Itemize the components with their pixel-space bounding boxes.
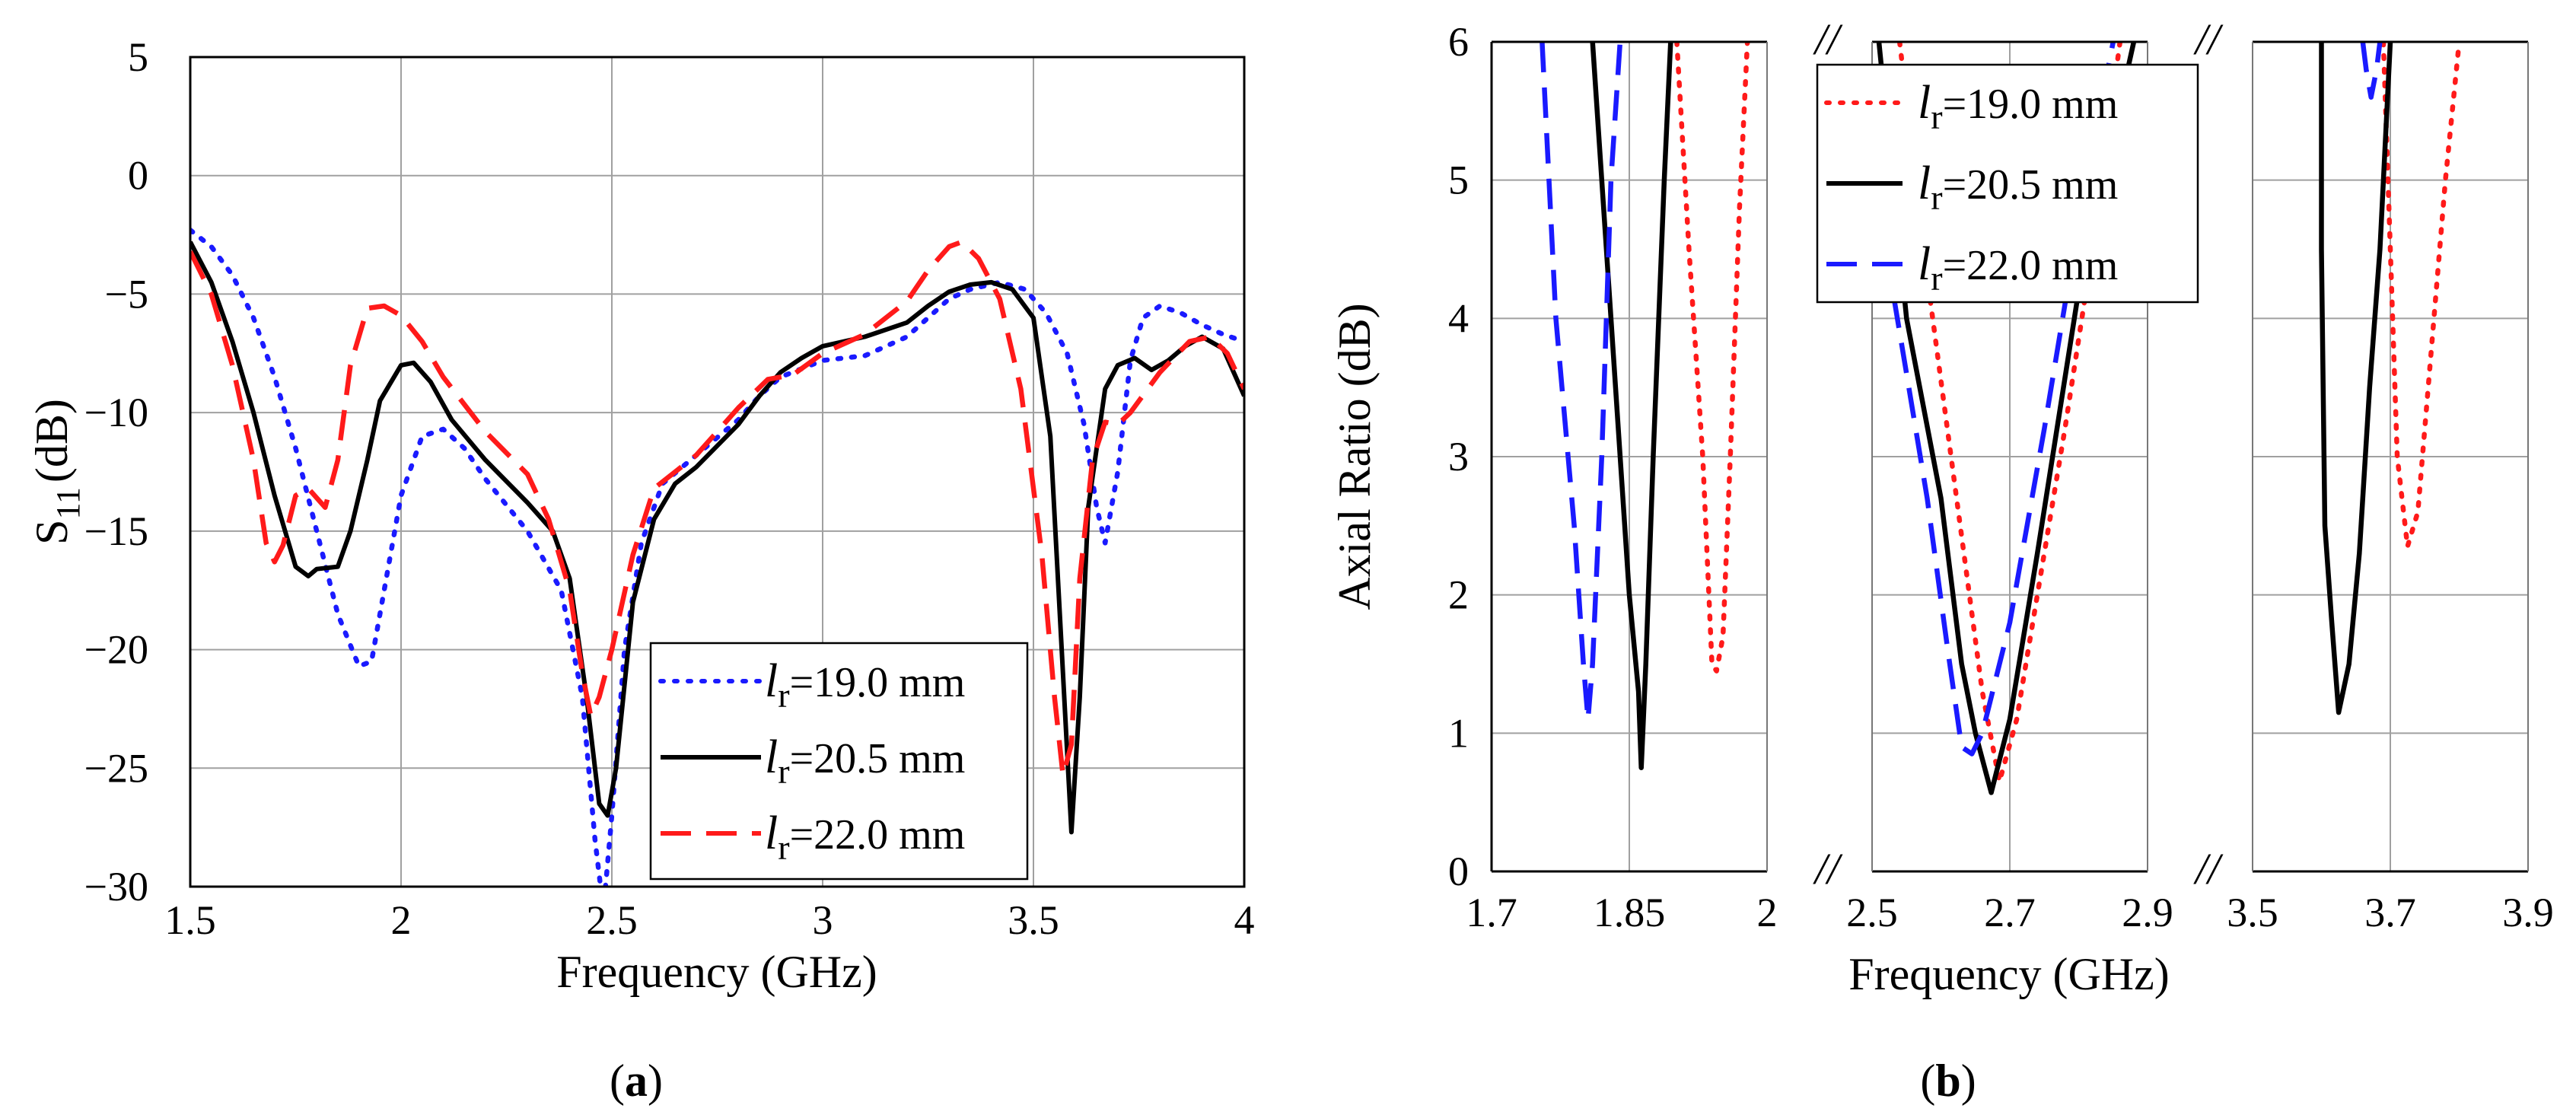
panel-b-series-lr-19-0-mm	[1674, 42, 1750, 674]
panel-b-legend-label: lr=20.5 mm	[1918, 158, 2118, 217]
panel-a-x-tick-label: 4	[1234, 897, 1255, 943]
panel-b-y-tick-labels: 0 1 2 3 4 5 6	[1448, 19, 1469, 894]
panel-a-legend: lr=19.0 mm lr=20.5 mm lr=22.0 mm	[649, 642, 1029, 881]
panel-b-series-lr-22-0-mm	[2360, 42, 2383, 100]
panel-b-x-tick-label: 1.7	[1466, 890, 1517, 935]
panel-a-series-lr-22-0-mm	[190, 239, 1244, 778]
panel-b-x-axis-label: Frequency (GHz)	[1848, 949, 2170, 999]
panel-a-y-tick-label: −15	[84, 508, 148, 554]
panel-b-caption-letter: b	[1935, 1056, 1960, 1106]
panel-a-y-tick-label: −20	[84, 627, 148, 673]
panel-b-legend-label: lr=19.0 mm	[1918, 77, 2118, 136]
panel-b-x-tick-label: 2	[1757, 890, 1778, 935]
panel-b-axis-break-mark: //	[2193, 844, 2224, 893]
panel-a-y-tick-label: −5	[105, 271, 148, 317]
panel-b-series	[1540, 42, 2462, 795]
panel-a-plot-frame	[189, 56, 1246, 888]
panel-a-x-tick-label: 2	[391, 897, 412, 943]
panel-b-caption-close: )	[1961, 1056, 1976, 1106]
panel-b-plot-frames	[1490, 40, 2529, 873]
panel-a-y-tick-labels: 5 0 −5 −10 −15 −20 −25 −30	[84, 34, 148, 909]
panel-b-segment-3-series	[2319, 42, 2462, 715]
panel-b-axis-break-mark: //	[1813, 14, 1843, 64]
panel-b-x-tick-labels: 1.7 1.85 2 2.5 2.7 2.9 3.5 3.7 3.9	[1466, 890, 2554, 935]
panel-b-x-tick-label: 2.5	[1846, 890, 1898, 935]
panel-a-ylabel-main: S	[27, 519, 77, 544]
panel-b-segment-1-series	[1540, 42, 1750, 771]
panel-b-y-tick-label: 4	[1448, 295, 1469, 341]
panel-b-series-lr-19-0-mm	[2380, 42, 2462, 549]
panel-a-y-axis-label: S11 (dB)	[27, 399, 87, 545]
panel-b-y-tick-label: 2	[1448, 572, 1469, 618]
panel-a-series	[190, 228, 1244, 887]
panel-a-y-tick-label: −25	[84, 745, 148, 791]
panel-a-x-axis-label: Frequency (GHz)	[556, 947, 877, 997]
panel-a-caption-letter: a	[625, 1056, 648, 1106]
panel-b-x-tick-label: 3.7	[2364, 890, 2416, 935]
panel-b-y-tick-label: 5	[1448, 158, 1469, 203]
panel-a-legend-label: lr=19.0 mm	[765, 655, 965, 715]
panel-b-y-tick-label: 3	[1448, 434, 1469, 479]
panel-b-series-lr-19-0-mm	[1896, 42, 2123, 785]
panel-a-caption-close: )	[648, 1056, 663, 1106]
panel-a-x-tick-label: 2.5	[586, 897, 638, 943]
panel-a-y-tick-label: 0	[128, 153, 148, 199]
panel-a-series-lr-20-5-mm	[190, 240, 1244, 835]
panel-b-series-lr-20-5-mm	[2319, 42, 2393, 715]
panel-a-caption-open: (	[610, 1056, 625, 1106]
panel-b-segment-2-series	[1876, 42, 2137, 795]
panel-b-x-tick-label: 1.85	[1594, 890, 1666, 935]
panel-a-x-tick-label: 3	[813, 897, 833, 943]
panel-a-x-tick-labels: 1.5 2 2.5 3 3.5 4	[164, 897, 1254, 943]
panel-a-y-tick-label: 5	[128, 34, 148, 80]
panel-a-caption: (a)	[610, 1056, 663, 1106]
svg-text:S11(dB): S11 (dB)	[27, 399, 87, 545]
panel-a-legend-label: lr=22.0 mm	[765, 807, 965, 867]
panel-a-legend-label: lr=20.5 mm	[765, 731, 965, 791]
panel-b-x-tick-label: 2.7	[1984, 890, 2036, 935]
panel-b-y-tick-label: 1	[1448, 710, 1469, 756]
panel-b-series-lr-20-5-mm	[1590, 42, 1673, 771]
panel-a-ylabel-sub: 11	[49, 487, 87, 519]
panel-b-y-tick-label: 0	[1448, 849, 1469, 894]
panel-b-series-lr-22-0-mm	[1540, 42, 1623, 722]
panel-a-legend-box	[649, 642, 1029, 881]
panel-b-axis-break-mark: //	[2193, 14, 2224, 64]
panel-b-caption: (b)	[1920, 1056, 1976, 1106]
panel-a-ylabel-unit: (dB)	[27, 399, 77, 483]
panel-a-y-tick-label: −30	[84, 864, 148, 909]
panel-b-caption-open: (	[1920, 1056, 1935, 1106]
panel-b-axis-breaks: // // // //	[1813, 14, 2224, 893]
panel-b-x-tick-label: 3.5	[2227, 890, 2278, 935]
panel-b-y-tick-label: 6	[1448, 19, 1469, 65]
panel-b-series-lr-22-0-mm	[1876, 42, 2116, 756]
panel-b-x-tick-label: 3.9	[2502, 890, 2554, 935]
panel-a-y-tick-label: −10	[84, 390, 148, 435]
panel-b-axis-break-mark: //	[1813, 844, 1843, 893]
panel-a-x-tick-label: 3.5	[1008, 897, 1059, 943]
panel-a-x-tick-label: 1.5	[164, 897, 216, 943]
panel-a-s11-chart: 1.5 2 2.5 3 3.5 4 5 0 −5 −10 −15 −20 −25 −30 Frequen…	[27, 34, 1255, 1106]
panel-b-legend: lr=19.0 mm lr=20.5 mm lr=22.0 mm	[1816, 63, 2199, 304]
panel-b-legend-label: lr=22.0 mm	[1918, 238, 2118, 298]
panel-b-series-lr-20-5-mm	[1876, 42, 2137, 795]
panel-b-x-tick-label: 2.9	[2122, 890, 2173, 935]
panel-b-y-axis-label: Axial Ratio (dB)	[1329, 303, 1380, 610]
